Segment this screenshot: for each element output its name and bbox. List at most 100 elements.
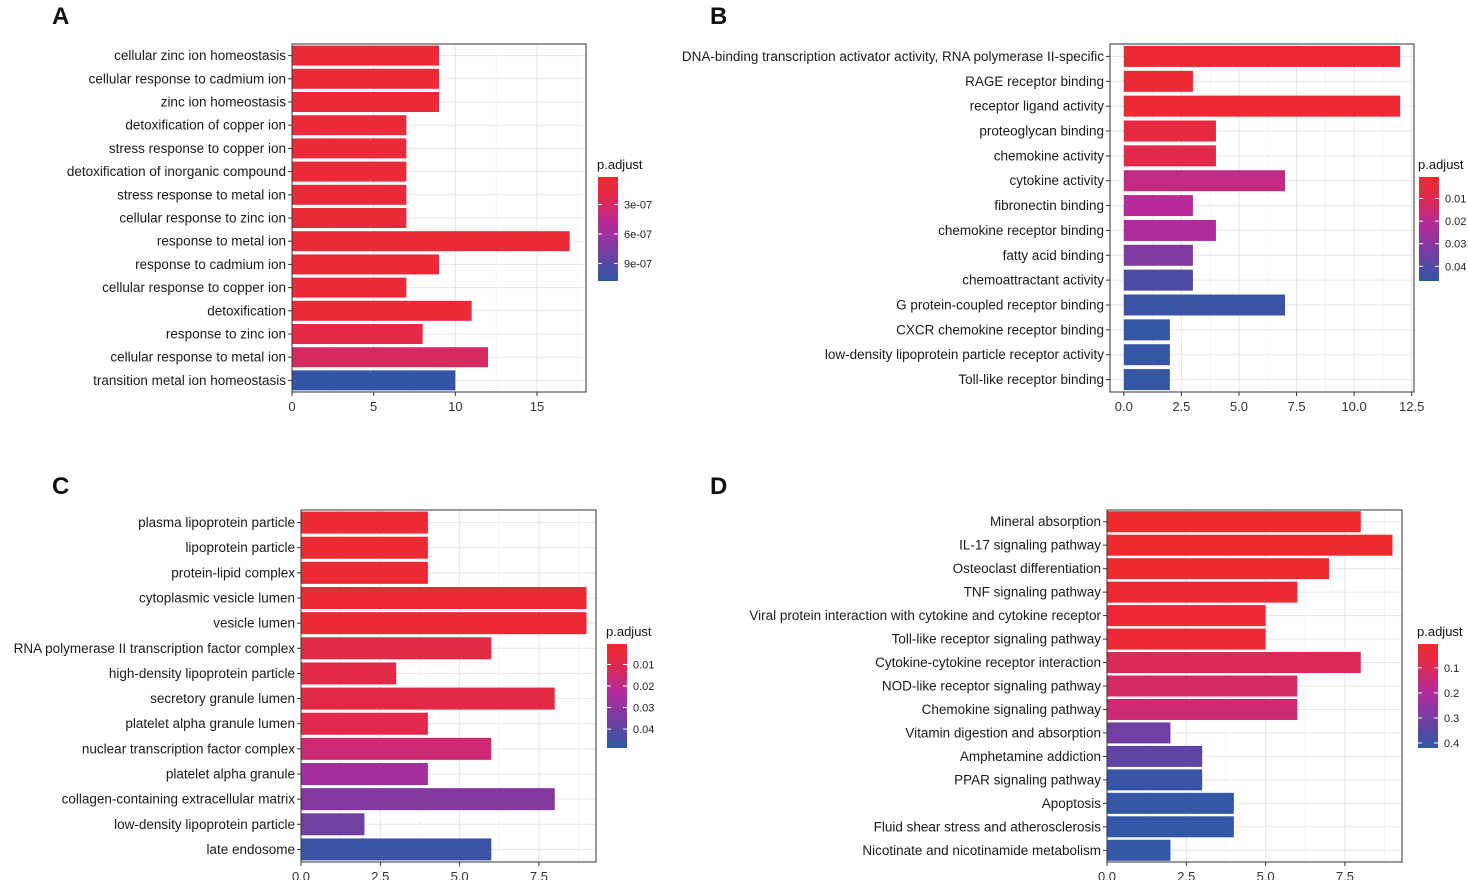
legend-c: p.adjust 0.01 0.02 0.03 0.04 xyxy=(606,624,654,748)
panel-letter-b: B xyxy=(710,3,727,30)
category-label: Mineral absorption xyxy=(990,514,1101,529)
bar xyxy=(1107,839,1171,861)
bar xyxy=(292,138,407,159)
category-label: Viral protein interaction with cytokine … xyxy=(749,608,1101,623)
x-tick-label: 5.0 xyxy=(1230,399,1248,414)
legend-colorbar-c xyxy=(607,644,627,748)
x-tick-label: 7.5 xyxy=(1288,399,1306,414)
bar xyxy=(292,254,439,275)
x-tick-label: 10 xyxy=(448,399,462,414)
legend-ticks-d: 0.1 0.2 0.3 0.4 xyxy=(1418,663,1459,750)
category-label: nuclear transcription factor complex xyxy=(82,741,295,756)
category-label: detoxification xyxy=(207,303,286,318)
category-label: Cytokine-cytokine receptor interaction xyxy=(875,655,1101,670)
bar xyxy=(292,208,407,228)
x-tick-label: 0.0 xyxy=(292,869,310,880)
panel-c: C plasma lipoprotein particle lipoprotein… xyxy=(14,473,655,880)
bar xyxy=(292,184,407,205)
bar xyxy=(1123,120,1216,142)
category-label: high-density lipoprotein particle xyxy=(109,666,295,681)
chart-c-body: plasma lipoprotein particle lipoprotein p… xyxy=(14,509,597,880)
legend-ticks-c: 0.01 0.02 0.03 0.04 xyxy=(607,659,654,736)
chart-a-body: cellular zinc ion homeostasis cellular re… xyxy=(67,43,587,414)
category-label: CXCR chemokine receptor binding xyxy=(896,322,1104,337)
x-tick-label: 2.5 xyxy=(1172,399,1190,414)
x-tick-label: 5.0 xyxy=(1257,869,1275,880)
bar xyxy=(1107,722,1171,744)
bar xyxy=(1107,558,1330,580)
bar xyxy=(1123,219,1216,241)
bar xyxy=(301,612,587,635)
category-label: cytokine activity xyxy=(1009,173,1104,188)
category-label: platelet alpha granule xyxy=(166,767,295,782)
category-label: plasma lipoprotein particle xyxy=(138,515,295,530)
category-label: detoxification of inorganic compound xyxy=(67,164,286,179)
legend-tick-label: 0.04 xyxy=(1445,261,1466,273)
legend-colorbar-d xyxy=(1418,644,1438,748)
bar xyxy=(1107,745,1203,767)
legend-title-c: p.adjust xyxy=(606,624,652,639)
legend-tick-label: 0.1 xyxy=(1444,663,1459,675)
legend-colorbar-a xyxy=(598,177,618,281)
chart-b-body: DNA-binding transcription activator acti… xyxy=(682,43,1424,414)
bar xyxy=(1107,652,1361,674)
bar xyxy=(1107,769,1203,791)
bar xyxy=(1123,45,1401,67)
panel-b: B DNA-binding transcription activator ac… xyxy=(682,3,1467,414)
plot-border xyxy=(1109,43,1415,393)
category-label: transition metal ion homeostasis xyxy=(93,373,286,388)
bar xyxy=(1123,369,1170,391)
bar xyxy=(292,45,439,66)
bar xyxy=(301,813,365,836)
bar xyxy=(1123,319,1170,341)
category-label: IL-17 signaling pathway xyxy=(959,538,1101,553)
category-label: cellular response to cadmium ion xyxy=(89,71,286,86)
bar xyxy=(301,788,555,811)
legend-a: p.adjust 3e-07 6e-07 9e-07 xyxy=(597,157,652,281)
bar xyxy=(1107,675,1298,697)
panel-a: A cellular zinc ion homeostasiscellular … xyxy=(52,3,652,414)
legend-tick-label: 0.04 xyxy=(633,724,654,736)
category-label: chemokine receptor binding xyxy=(938,223,1104,238)
legend-tick-label: 3e-07 xyxy=(624,199,652,211)
panel-letter-d: D xyxy=(710,473,727,500)
bar xyxy=(1123,244,1193,266)
category-label: NOD-like receptor signaling pathway xyxy=(882,679,1101,694)
legend-ticks-b: 0.01 0.02 0.03 0.04 xyxy=(1419,193,1466,273)
category-label: zinc ion homeostasis xyxy=(161,95,287,110)
legend-tick-label: 0.03 xyxy=(633,703,654,715)
legend-tick-label: 0.02 xyxy=(1445,216,1466,228)
category-label: detoxification of copper ion xyxy=(125,118,286,133)
category-label: Vitamin digestion and absorption xyxy=(905,725,1101,740)
category-label: G protein-coupled receptor binding xyxy=(896,298,1104,313)
x-tick-label: 5.0 xyxy=(451,869,469,880)
category-label: chemokine activity xyxy=(994,148,1105,163)
bar xyxy=(1123,145,1216,167)
category-label: Chemokine signaling pathway xyxy=(922,702,1102,717)
category-label: response to cadmium ion xyxy=(135,257,286,272)
bar xyxy=(1107,511,1361,533)
bar xyxy=(301,712,428,735)
bar xyxy=(301,838,492,861)
x-tick-label: 7.5 xyxy=(1336,869,1354,880)
legend-tick-label: 6e-07 xyxy=(624,229,652,241)
x-tick-label: 2.5 xyxy=(1177,869,1195,880)
bar xyxy=(1123,195,1193,217)
chart-d-body: Mineral absorption IL-17 signaling pathwa… xyxy=(749,509,1403,880)
bar xyxy=(292,161,407,182)
bar xyxy=(301,511,428,534)
category-label: Toll-like receptor binding xyxy=(958,372,1104,387)
category-label: stress response to copper ion xyxy=(109,141,286,156)
bar xyxy=(292,277,407,298)
category-label: proteoglycan binding xyxy=(979,124,1104,139)
category-label: TNF signaling pathway xyxy=(964,585,1102,600)
category-label: Apoptosis xyxy=(1042,796,1102,811)
plot-border xyxy=(1106,509,1403,863)
bar xyxy=(1123,170,1286,192)
category-label: Osteoclast differentiation xyxy=(953,561,1101,576)
legend-d: p.adjust 0.1 0.2 0.3 0.4 xyxy=(1417,624,1463,750)
bar xyxy=(301,587,587,609)
bar xyxy=(301,637,492,660)
x-tick-label: 5 xyxy=(370,399,377,414)
